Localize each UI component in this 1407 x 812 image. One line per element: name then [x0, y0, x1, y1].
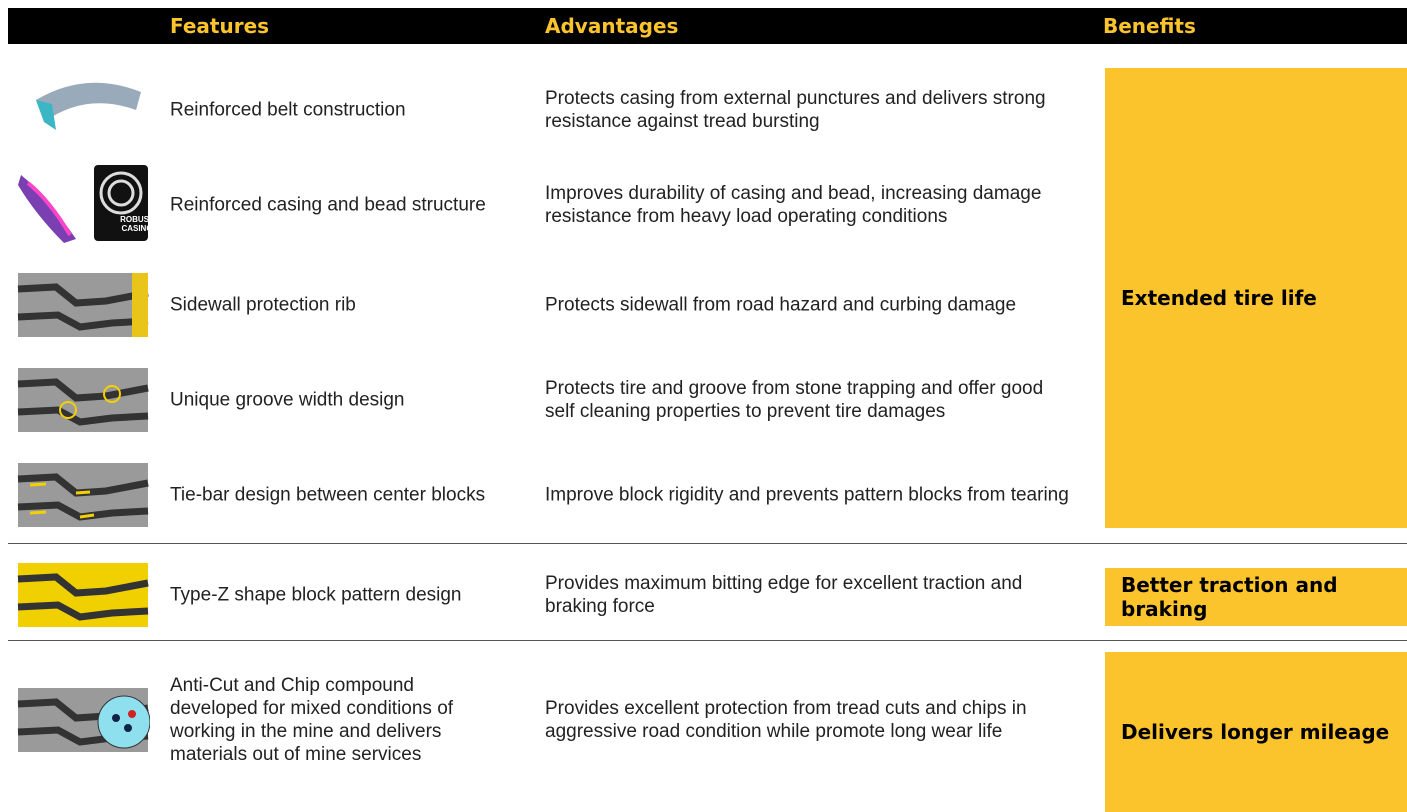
benefit-box: Better traction and braking — [1105, 568, 1407, 626]
advantage-text: Protects tire and groove from stone trap… — [545, 378, 1044, 422]
feature-text: Type-Z shape block pattern design — [170, 584, 462, 606]
benefit-box: Delivers longer mileage — [1105, 652, 1407, 812]
feature-icon — [17, 688, 151, 752]
icon-wrap: ROBUST CASING — [16, 165, 154, 245]
feature-icon — [18, 165, 148, 243]
icon-wrap — [16, 680, 151, 760]
benefit-text: Extended tire life — [1121, 286, 1317, 310]
column-header: Features — [170, 14, 270, 38]
feature-text: Reinforced casing and bead structure — [170, 194, 486, 216]
icon-wrap — [16, 455, 150, 535]
feature-icon — [17, 463, 149, 527]
advantage-text: Improve block rigidity and prevents patt… — [545, 484, 1069, 506]
icon-label: CASING — [121, 224, 153, 233]
benefit-text: Delivers longer mileage — [1121, 720, 1390, 744]
header-bar — [8, 8, 1407, 44]
advantage-text: Protects sidewall from road hazard and c… — [545, 294, 1017, 316]
icon-wrap — [16, 70, 150, 150]
icon-wrap — [16, 360, 150, 440]
feature-text: Anti-Cut and Chip compound developed for… — [170, 675, 454, 765]
icon-wrap — [16, 555, 150, 635]
column-header: Benefits — [1103, 14, 1196, 38]
feature-text: Unique groove width design — [170, 389, 405, 411]
icon-wrap — [16, 265, 150, 345]
benefit-text: Better traction and braking — [1121, 573, 1338, 621]
advantage-text: Improves durability of casing and bead, … — [545, 183, 1042, 227]
advantage-text: Protects casing from external punctures … — [545, 88, 1046, 132]
feature-icon — [17, 273, 149, 337]
feature-icon — [17, 368, 149, 432]
feature-icon — [17, 563, 149, 627]
separator — [8, 543, 1407, 544]
advantage-text: Provides excellent protection from tread… — [545, 698, 1027, 742]
advantage-text: Provides maximum bitting edge for excell… — [545, 573, 1023, 617]
separator — [8, 640, 1407, 641]
icon-label: ROBUST — [120, 215, 154, 224]
column-header: Advantages — [545, 14, 679, 38]
benefit-box: Extended tire life — [1105, 68, 1407, 528]
feature-text: Tie-bar design between center blocks — [170, 484, 486, 506]
feature-icon — [36, 82, 141, 130]
feature-text: Reinforced belt construction — [170, 99, 406, 121]
feature-text: Sidewall protection rib — [170, 294, 356, 316]
